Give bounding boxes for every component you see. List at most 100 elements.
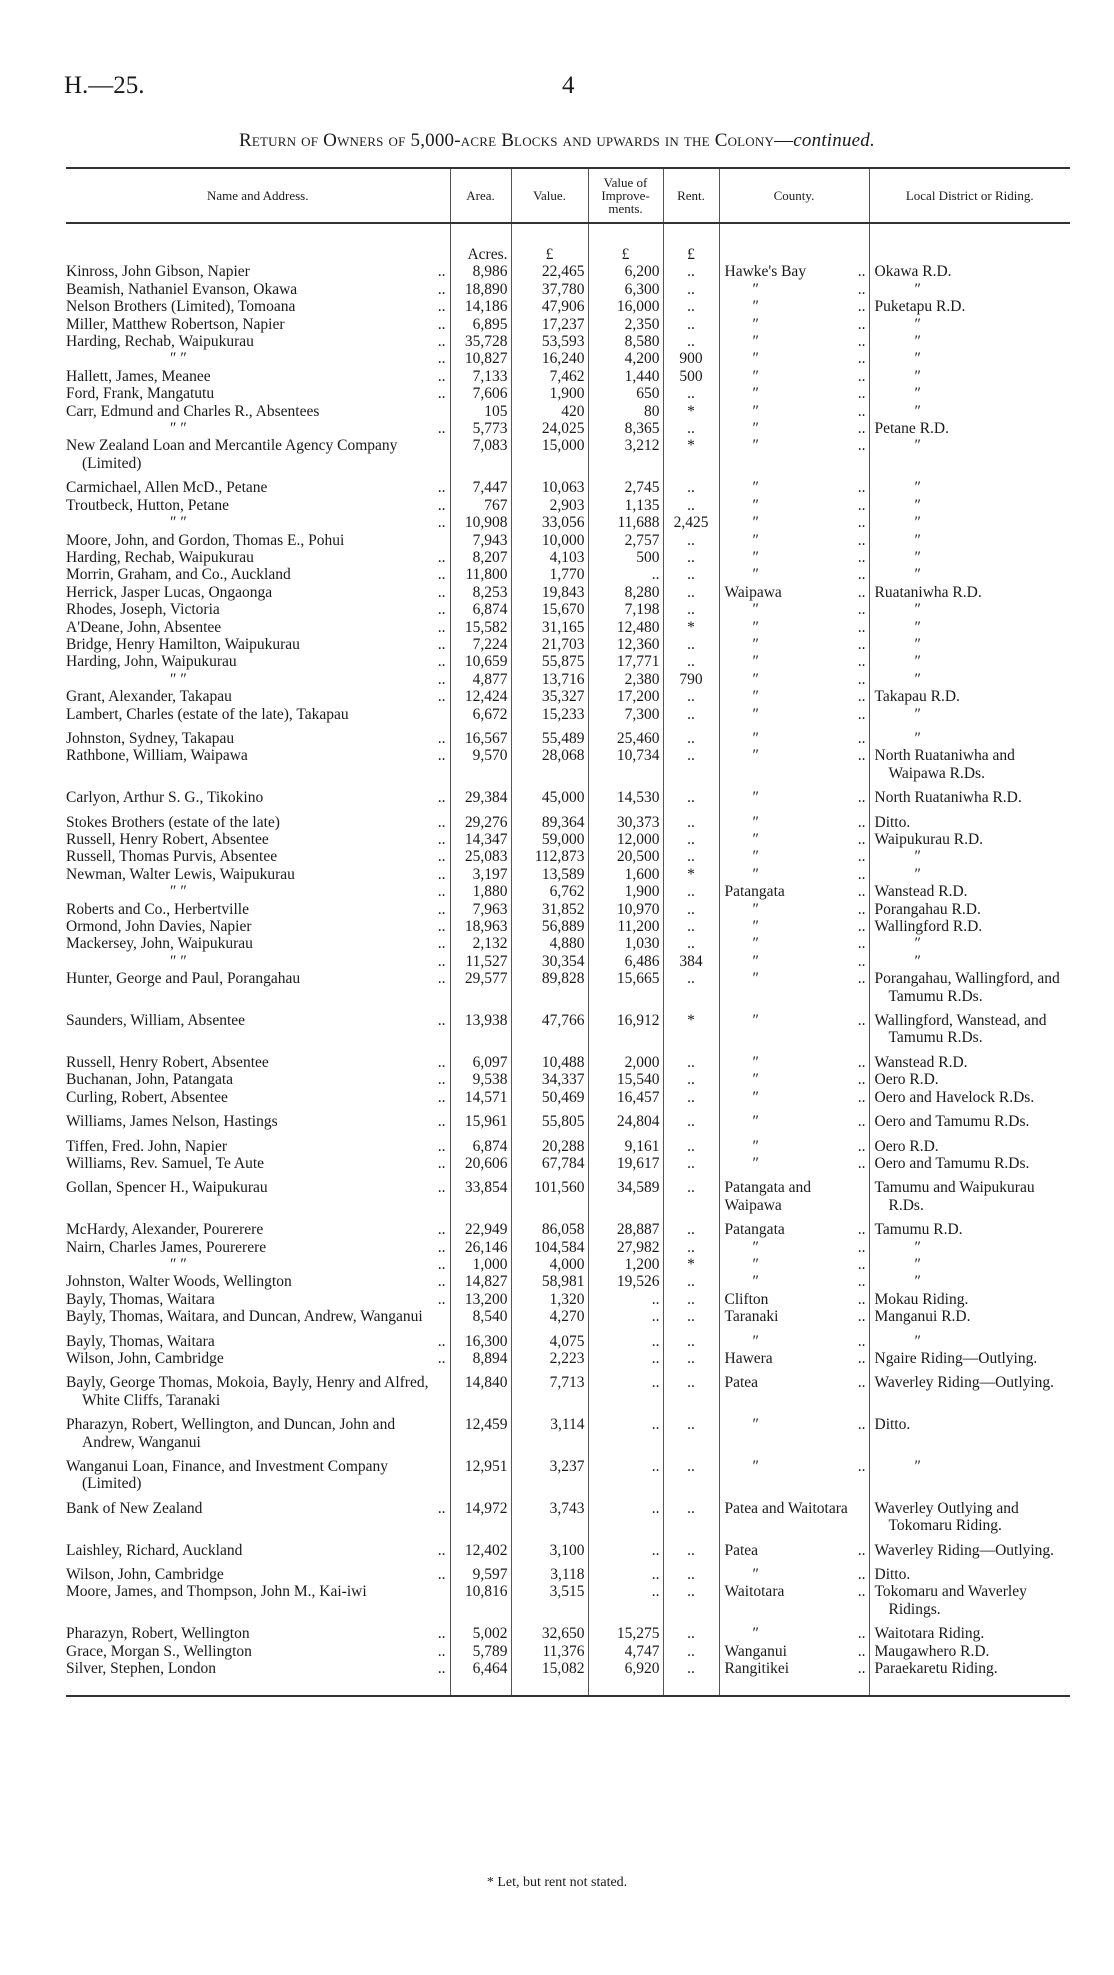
local-district-cell: Oero R.D. xyxy=(868,1071,1070,1089)
local-district-cell: Oero R.D. xyxy=(868,1137,1070,1155)
value-cell: 3,114 xyxy=(510,1416,588,1458)
improvements-cell: 16,912 xyxy=(587,1012,663,1054)
value-cell: 55,805 xyxy=(510,1113,588,1138)
table-row: Rathbone, William, Waipawa.. 9,570 28,068 1… xyxy=(66,747,1070,790)
county-cell: ″.. xyxy=(718,1458,869,1500)
owner-name: Kinross, John Gibson, Napier xyxy=(66,263,250,281)
county-cell: Patangata and Waipawa xyxy=(718,1179,869,1222)
owner-name: Harding, Rechab, Waipukurau xyxy=(66,548,254,566)
leader-dots: .. xyxy=(437,315,446,333)
area-cell: 767 xyxy=(449,496,511,515)
owner-name: Bayly, Thomas, Waitara xyxy=(66,1290,215,1308)
owner-name-cell: ″ ″.. xyxy=(66,514,450,531)
leader-dots: .. xyxy=(857,705,866,723)
local-district: Ditto. xyxy=(874,1566,911,1584)
rent-cell: .. xyxy=(662,1541,719,1567)
improvements-cell: 2,000 xyxy=(587,1053,663,1072)
local-district: ″ xyxy=(914,848,921,866)
table-row: Williams, Rev. Samuel, Te Aute.. 20,606 67… xyxy=(66,1154,1070,1180)
owner-name: Lambert, Charles (estate of the late), T… xyxy=(66,705,349,723)
area-cell: 5,773 xyxy=(449,420,511,438)
county-cell: ″.. xyxy=(718,618,869,636)
area-cell: 5,789 xyxy=(449,1642,511,1661)
improvements-cell: .. xyxy=(587,1308,663,1333)
improvements-cell: 16,457 xyxy=(587,1088,663,1114)
leader-dots: .. xyxy=(437,670,446,688)
county-cell: ″.. xyxy=(718,813,869,831)
owner-name-cell: Bayly, Thomas, Waitara.. xyxy=(66,1333,450,1350)
table-row: ″ ″.. 10,827 16,240 4,200 900 ″.. ″ xyxy=(66,350,1070,368)
owners-table: Name and Address. Area. Value. Value of … xyxy=(66,167,1070,1699)
leader-dots: .. xyxy=(437,1349,446,1367)
leader-dots: .. xyxy=(857,385,866,403)
rent-cell: .. xyxy=(662,280,719,299)
leader-dots: .. xyxy=(437,1566,446,1584)
owner-name: Bank of New Zealand xyxy=(66,1499,203,1517)
owner-name-cell: Buchanan, John, Patangata.. xyxy=(66,1071,450,1088)
rent-cell: .. xyxy=(662,1088,719,1114)
table-row: Gollan, Spencer H., Waipukurau.. 33,854 10… xyxy=(66,1179,1070,1222)
county-name: ″ xyxy=(752,1012,759,1030)
county-cell: ″.. xyxy=(718,1071,869,1089)
county-cell: ″.. xyxy=(718,601,869,619)
value-cell: 37,780 xyxy=(510,280,588,299)
improvements-cell: 6,486 xyxy=(587,952,663,971)
leader-dots: .. xyxy=(857,1273,866,1291)
local-district: ″ xyxy=(914,670,921,688)
value-cell: 89,364 xyxy=(510,813,588,831)
value-cell: 1,320 xyxy=(510,1290,588,1309)
owner-name-cell: Bayly, George Thomas, Mokoia, Bayly, Hen… xyxy=(66,1374,450,1416)
improvements-cell: 9,161 xyxy=(587,1137,663,1155)
owner-name-cell: Miller, Matthew Robertson, Napier.. xyxy=(66,316,450,333)
county-name: ″ xyxy=(752,1071,759,1089)
leader-dots: .. xyxy=(437,1154,446,1172)
local-district: ″ xyxy=(914,531,921,549)
county-cell: ″.. xyxy=(718,952,869,971)
local-district-cell: ″ xyxy=(868,618,1070,636)
value-cell: 2,903 xyxy=(510,496,588,515)
value-cell: 19,843 xyxy=(510,583,588,602)
area-cell: 35,728 xyxy=(449,333,511,351)
leader-dots: .. xyxy=(437,298,446,316)
county-cell: ″.. xyxy=(718,385,869,403)
county-name: ″ xyxy=(752,1154,759,1172)
area-cell: 14,571 xyxy=(449,1088,511,1114)
county-name: ″ xyxy=(752,670,759,688)
county-cell: Patea.. xyxy=(718,1541,869,1567)
local-district-cell: Mokau Riding. xyxy=(868,1290,1070,1309)
owner-name: Stokes Brothers (estate of the late) xyxy=(66,813,280,831)
leader-dots: .. xyxy=(857,333,866,351)
county-cell: ″.. xyxy=(718,566,869,584)
county-cell: ″.. xyxy=(718,789,869,814)
owner-name: Harding, Rechab, Waipukurau xyxy=(66,333,254,351)
rent-cell: 2,425 xyxy=(662,514,719,532)
owner-name: Pharazyn, Robert, Wellington xyxy=(66,1625,250,1643)
value-cell: 32,650 xyxy=(510,1625,588,1643)
table-row: ″ ″.. 1,880 6,762 1,900.. Patangata.. Wanstea… xyxy=(66,883,1070,901)
county-name: ″ xyxy=(752,402,759,420)
leader-dots: .. xyxy=(857,1416,866,1434)
rent-cell: .. xyxy=(662,298,719,316)
table-row: ″ ″.. 4,877 13,716 2,380 790 ″.. ″ xyxy=(66,670,1070,689)
table-row: Hallett, James, Meanee.. 7,133 7,462 1,440 5… xyxy=(66,367,1070,386)
owner-name-cell: Bridge, Henry Hamilton, Waipukurau.. xyxy=(66,636,450,653)
rent-cell: .. xyxy=(662,1566,719,1584)
local-district-cell: ″ xyxy=(868,729,1070,748)
county-cell: ″.. xyxy=(718,1238,869,1256)
local-district: Waverley Outlying and Tokomaru Riding. xyxy=(874,1499,1019,1535)
owner-name: Wanganui Loan, Finance, and Investment C… xyxy=(66,1458,389,1493)
rent-cell: .. xyxy=(662,1583,719,1626)
local-district: ″ xyxy=(914,280,921,298)
improvements-cell: .. xyxy=(587,1583,663,1626)
county-name: ″ xyxy=(752,789,759,807)
rent-cell: .. xyxy=(662,1660,719,1697)
table-row: Harding, John, Waipukurau.. 10,659 55,875 1… xyxy=(66,653,1070,671)
local-district-cell: ″ xyxy=(868,479,1070,497)
leader-dots: .. xyxy=(857,601,866,619)
leader-dots: .. xyxy=(437,385,446,403)
table-row: Grace, Morgan S., Wellington.. 5,789 11,37… xyxy=(66,1642,1070,1661)
county-cell: ″.. xyxy=(718,1625,869,1643)
leader-dots: .. xyxy=(857,688,866,706)
leader-dots: .. xyxy=(857,1071,866,1089)
header-row: Name and Address. Area. Value. Value of … xyxy=(66,167,1070,224)
